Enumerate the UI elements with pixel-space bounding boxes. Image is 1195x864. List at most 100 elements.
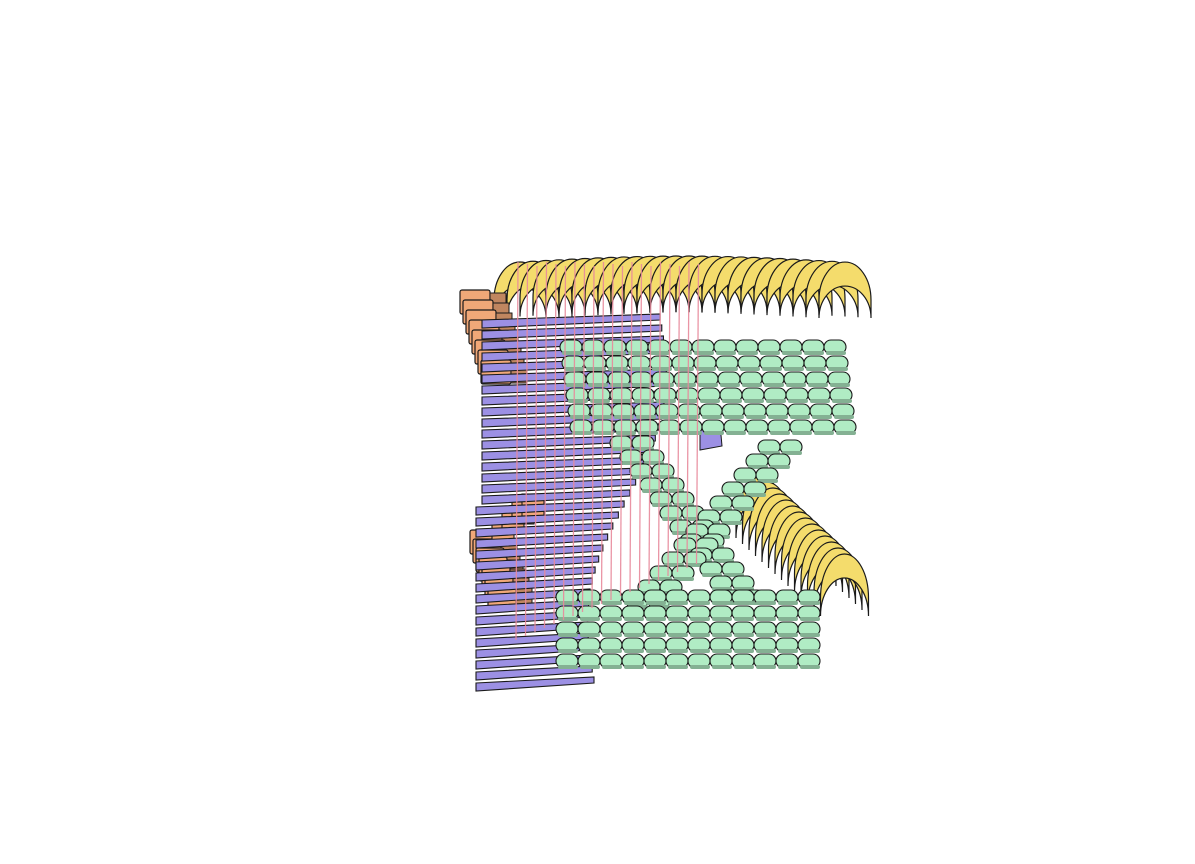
mint-tile-162-shadow — [558, 649, 578, 653]
mint-tile-156-shadow — [690, 633, 710, 637]
mint-tile-2-shadow — [606, 351, 626, 355]
mint-tile-178-shadow — [646, 665, 666, 669]
mint-tile-153-shadow — [624, 633, 644, 637]
mint-tile-154-shadow — [646, 633, 666, 637]
mint-tile-146-shadow — [734, 617, 754, 621]
mint-tile-144-shadow — [690, 617, 710, 621]
mint-tile-170-shadow — [734, 649, 754, 653]
mint-tile-129-shadow — [624, 601, 644, 605]
mint-tile-179-shadow — [668, 665, 688, 669]
mint-lattice-layers — [555, 339, 857, 669]
pink-rod-0 — [515, 261, 519, 641]
mint-tile-171-shadow — [756, 649, 776, 653]
mint-tile-172-shadow — [778, 649, 798, 653]
mint-tile-143-shadow — [668, 617, 688, 621]
pink-rod-14 — [648, 265, 652, 585]
pink-rod-12 — [629, 261, 633, 593]
mint-tile-164-shadow — [602, 649, 622, 653]
mint-tile-68-shadow — [638, 431, 658, 435]
pink-rod-7 — [581, 263, 586, 613]
mint-tile-52-shadow — [570, 415, 590, 419]
mint-tile-8-shadow — [738, 351, 758, 355]
mint-tile-65-shadow — [572, 431, 592, 435]
mint-tile-17-shadow — [652, 367, 672, 371]
violet-sheet-21 — [475, 544, 604, 560]
mint-tile-182-shadow — [734, 665, 754, 669]
pink-rod-10 — [610, 263, 614, 601]
mint-tile-7-shadow — [716, 351, 736, 355]
mint-tile-184-shadow — [778, 665, 798, 669]
mint-tile-151-shadow — [580, 633, 600, 637]
mint-tile-150-shadow — [558, 633, 578, 637]
mint-tile-134-shadow — [734, 601, 754, 605]
mint-tile-16-shadow — [630, 367, 650, 371]
pink-rod-11 — [619, 265, 624, 597]
mint-tile-11-shadow — [804, 351, 824, 355]
mint-tile-51-shadow — [832, 399, 852, 403]
mint-tile-28-shadow — [610, 383, 630, 387]
mint-tile-32-shadow — [698, 383, 718, 387]
mint-tile-69-shadow — [660, 431, 680, 435]
mint-tile-161-shadow — [800, 633, 820, 637]
mint-tile-74-shadow — [770, 431, 790, 435]
pink-rod-15 — [657, 261, 662, 581]
mint-tile-30-shadow — [654, 383, 674, 387]
mint-tile-36-shadow — [786, 383, 806, 387]
mint-tile-9-shadow — [760, 351, 780, 355]
mint-tile-59-shadow — [724, 415, 744, 419]
mint-tile-57-shadow — [680, 415, 700, 419]
mint-tile-180-shadow — [690, 665, 710, 669]
mint-tile-76-shadow — [814, 431, 834, 435]
mint-tile-75-shadow — [792, 431, 812, 435]
violet-sheet-22 — [475, 555, 600, 571]
mint-tile-49-shadow — [788, 399, 808, 403]
mint-tile-141-shadow — [624, 617, 644, 621]
pink-rod-6 — [572, 261, 576, 617]
mint-tile-61-shadow — [768, 415, 788, 419]
mint-tile-31-shadow — [676, 383, 696, 387]
violet-sheet-32 — [475, 665, 593, 681]
mint-tile-64-shadow — [834, 415, 854, 419]
mint-tile-42-shadow — [634, 399, 654, 403]
mint-tile-174-shadow — [558, 665, 578, 669]
pink-rod-18 — [686, 261, 690, 569]
mint-tile-127-shadow — [580, 601, 600, 605]
mint-tile-50-shadow — [810, 399, 830, 403]
mint-tile-10-shadow — [782, 351, 802, 355]
mint-tile-19-shadow — [696, 367, 716, 371]
mint-tile-21-shadow — [740, 367, 760, 371]
mint-tile-27-shadow — [588, 383, 608, 387]
mint-tile-48-shadow — [766, 399, 786, 403]
mint-tile-3-shadow — [628, 351, 648, 355]
mint-tile-54-shadow — [614, 415, 634, 419]
mint-tile-88-shadow — [758, 479, 778, 483]
mint-tile-29-shadow — [632, 383, 652, 387]
mint-tile-20-shadow — [718, 367, 738, 371]
mint-tile-84-shadow — [770, 465, 790, 469]
mint-tile-96-shadow — [734, 507, 754, 511]
mint-tile-160-shadow — [778, 633, 798, 637]
mint-tile-71-shadow — [704, 431, 724, 435]
mint-tile-175-shadow — [580, 665, 600, 669]
pink-rod-19 — [695, 263, 700, 565]
mint-tile-45-shadow — [700, 399, 720, 403]
mint-tile-23-shadow — [784, 367, 804, 371]
violet-sheet-15 — [481, 478, 637, 494]
mint-tile-70-shadow — [682, 431, 702, 435]
mint-tile-132-shadow — [690, 601, 710, 605]
mint-tile-145-shadow — [712, 617, 732, 621]
mint-tile-140-shadow — [602, 617, 622, 621]
mint-tile-165-shadow — [624, 649, 644, 653]
pink-rod-1 — [524, 263, 529, 637]
mint-tile-185-shadow — [800, 665, 820, 669]
mint-tile-25-shadow — [828, 367, 848, 371]
mint-tile-131-shadow — [668, 601, 688, 605]
mint-tile-142-shadow — [646, 617, 666, 621]
pink-rod-13 — [638, 263, 643, 589]
mint-tile-0-shadow — [562, 351, 582, 355]
mint-tile-128-shadow — [602, 601, 622, 605]
yellow-arc-bottom-13 — [819, 553, 870, 617]
mint-tile-67-shadow — [616, 431, 636, 435]
mint-tile-72-shadow — [726, 431, 746, 435]
pink-rod-8 — [591, 265, 595, 609]
